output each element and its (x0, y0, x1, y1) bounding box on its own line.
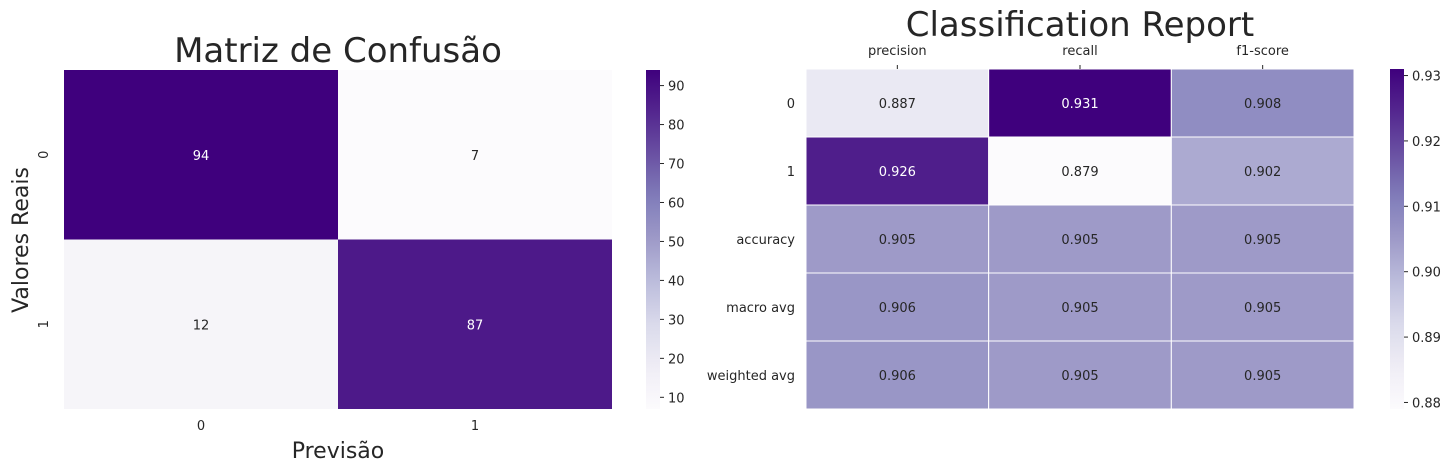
colorbar-tick-label: 70 (668, 158, 685, 173)
heatmap-cell (1170, 136, 1355, 206)
cell-annotation: 87 (467, 318, 484, 333)
colorbar-tick-label: 0.88 (1412, 396, 1441, 411)
cm-colorbar-ticks: 10 20 30 40 50 60 70 80 90 (660, 80, 685, 406)
y-tick-label: accuracy (736, 233, 795, 248)
y-tick-label: 1 (37, 320, 52, 328)
cm-y-tick-labels: 01 (37, 151, 52, 329)
x-tick-label: recall (1062, 44, 1097, 59)
colorbar-tick-label: 10 (668, 391, 685, 406)
heatmap-cell (1170, 204, 1355, 274)
heatmap-cell (805, 272, 990, 342)
colorbar-tick-label: 0.93 (1412, 70, 1441, 85)
cr-y-tick-labels: 0 1 accuracy macro avg weighted avg (707, 97, 795, 384)
cr-cell-annotations: 0.887 0.931 0.908 0.926 0.879 0.902 0.905 0.905… (879, 97, 1282, 384)
x-tick-label: 0 (197, 419, 205, 434)
cm-colorbar (646, 70, 660, 409)
cr-x-tick-labels: precision recall f1-score (868, 44, 1289, 69)
heatmap-cell (64, 70, 338, 240)
y-tick-label: 1 (787, 165, 795, 180)
x-tick-label: 1 (471, 419, 479, 434)
heatmap-cell (988, 272, 1172, 342)
cell-annotation: 0.905 (1244, 301, 1281, 316)
x-tick-label: f1-score (1236, 44, 1288, 59)
colorbar-tick-label: 30 (668, 313, 685, 328)
x-tick-label: precision (868, 44, 927, 59)
cr-heatmap-cells (805, 68, 1355, 410)
cell-annotation: 0.905 (1244, 233, 1281, 248)
colorbar-tick-label: 60 (668, 196, 685, 211)
colorbar-tick-label: 20 (668, 352, 685, 367)
cr-colorbar (1390, 69, 1404, 409)
cell-annotation: 0.905 (1061, 233, 1098, 248)
colorbar-tick-label: 0.91 (1412, 200, 1441, 215)
cell-annotation: 0.887 (879, 97, 916, 112)
heatmap-cell (805, 204, 990, 274)
heatmap-cell (1170, 272, 1355, 342)
heatmap-cell (805, 340, 990, 410)
cell-annotation: 0.926 (879, 165, 916, 180)
heatmap-cell (988, 68, 1172, 138)
cell-annotation: 0.906 (879, 369, 916, 384)
colorbar-tick-label: 40 (668, 274, 685, 289)
colorbar-tick-label: 90 (668, 80, 685, 95)
colorbar-tick-label: 0.89 (1412, 331, 1441, 346)
colorbar-tick-label: 0.92 (1412, 135, 1441, 150)
colorbar-tick-label: 50 (668, 235, 685, 250)
cell-annotation: 0.906 (879, 301, 916, 316)
colorbar-tick-label: 0.90 (1412, 266, 1441, 281)
cell-annotation: 94 (193, 149, 210, 164)
heatmap-cell (805, 136, 990, 206)
heatmap-cell (338, 239, 612, 409)
y-tick-label: macro avg (726, 301, 795, 316)
cell-annotation: 0.879 (1061, 165, 1098, 180)
cm-x-axis-label: Previsão (292, 439, 385, 464)
heatmap-cell (988, 136, 1172, 206)
cell-annotation: 7 (471, 149, 479, 164)
cell-annotation: 0.931 (1061, 97, 1098, 112)
heatmap-cell (64, 239, 338, 409)
cm-title: Matriz de Confusão (174, 31, 502, 71)
y-tick-label: weighted avg (707, 369, 795, 384)
cell-annotation: 0.905 (1244, 369, 1281, 384)
y-tick-label: 0 (787, 97, 795, 112)
cell-annotation: 0.902 (1244, 165, 1281, 180)
cell-annotation: 0.908 (1244, 97, 1281, 112)
cr-title: Classification Report (906, 5, 1254, 45)
classification-report-chart: Classification Report 0.887 0.931 0.9080.9… (707, 5, 1441, 411)
heatmap-cell (988, 340, 1172, 410)
cell-annotation: 0.905 (1061, 369, 1098, 384)
cm-cell-annotations: 94 7 12 87 (193, 149, 484, 334)
cell-annotation: 0.905 (1061, 301, 1098, 316)
cell-annotation: 12 (193, 318, 210, 333)
cm-y-axis-label: Valores Reais (9, 167, 34, 313)
y-tick-label: 0 (37, 151, 52, 159)
heatmap-cell (338, 70, 612, 240)
cm-heatmap-cells (64, 70, 612, 409)
heatmap-cell (1170, 340, 1355, 410)
cr-colorbar-ticks: 0.88 0.89 0.90 0.91 0.92 0.93 (1404, 70, 1441, 411)
colorbar-tick-label: 80 (668, 119, 685, 134)
cell-annotation: 0.905 (879, 233, 916, 248)
